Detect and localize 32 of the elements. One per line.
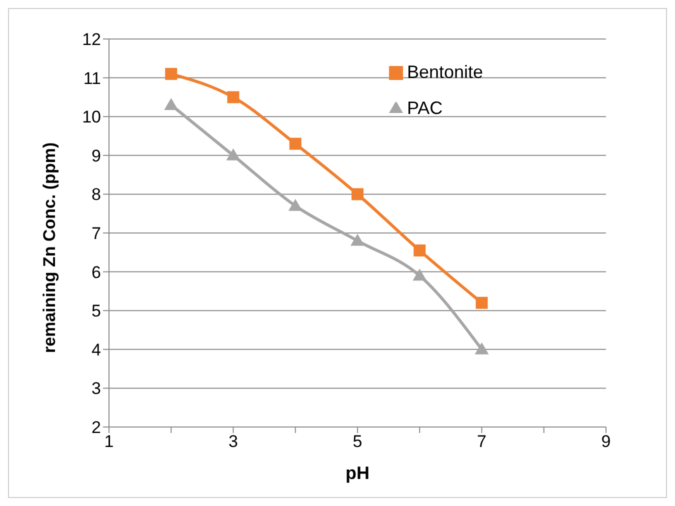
legend-label: PAC xyxy=(407,98,443,118)
y-tick-label: 5 xyxy=(92,302,101,321)
point xyxy=(352,188,364,200)
point xyxy=(412,268,427,281)
y-tick-label: 4 xyxy=(92,340,101,360)
point xyxy=(414,244,426,256)
y-tick-label: 6 xyxy=(92,262,101,282)
point xyxy=(164,98,178,110)
y-tick-label: 7 xyxy=(92,224,101,244)
y-tick-label: 12 xyxy=(82,30,101,50)
y-axis-title: remaining Zn Conc. (ppm) xyxy=(40,142,60,353)
point xyxy=(474,342,489,354)
point xyxy=(288,198,302,211)
y-tick-label: 10 xyxy=(82,108,101,127)
point xyxy=(226,148,240,160)
point xyxy=(350,234,364,246)
x-tick-label: 5 xyxy=(352,432,362,452)
x-tick-label: 9 xyxy=(601,432,611,452)
y-tick-label: 9 xyxy=(92,146,101,166)
x-tick-label: 3 xyxy=(228,432,238,452)
x-axis-title: pH xyxy=(346,463,370,483)
y-tick-label: 2 xyxy=(92,418,101,438)
y-tick-label: 11 xyxy=(83,68,101,88)
y-tick-label: 3 xyxy=(92,379,101,398)
legend-label: Bentonite xyxy=(407,62,484,82)
point xyxy=(476,296,488,309)
x-tick-label: 7 xyxy=(477,432,486,452)
point xyxy=(289,138,302,150)
x-tick-label: 1 xyxy=(104,432,114,452)
y-tick-label: 8 xyxy=(92,185,101,204)
point xyxy=(227,91,240,104)
point xyxy=(165,68,178,80)
